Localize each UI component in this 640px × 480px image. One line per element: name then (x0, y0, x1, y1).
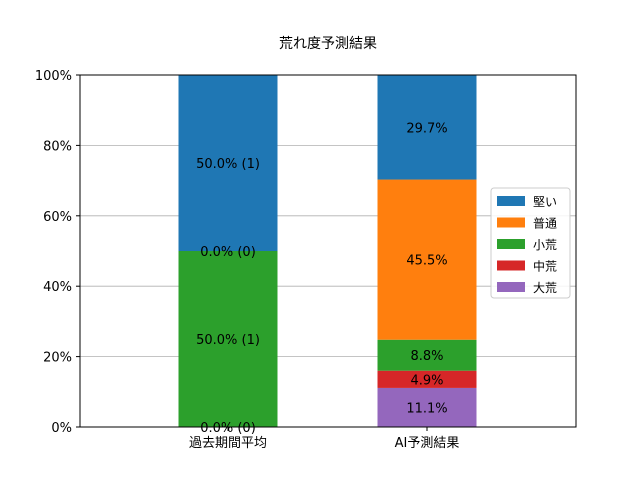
bar-segment (377, 370, 477, 388)
bar-segment (377, 75, 477, 180)
bar-segment (377, 339, 477, 371)
legend-label: 小荒 (533, 238, 557, 252)
y-tick-label: 0% (51, 421, 72, 436)
legend-swatch (497, 196, 525, 206)
y-tick-label: 80% (43, 139, 72, 154)
legend-label: 堅い (533, 195, 557, 209)
legend-label: 大荒 (533, 281, 557, 295)
bar-segment (178, 251, 278, 427)
bar-value-label: 45.5% (406, 254, 447, 269)
legend-swatch (497, 282, 525, 292)
x-axis: 過去期間平均 AI予測結果 (189, 427, 459, 451)
legend-swatch (497, 260, 525, 271)
legend-swatch (497, 239, 525, 249)
y-tick-label: 100% (35, 69, 72, 84)
legend-swatch (497, 217, 525, 228)
x-tick-label: AI予測結果 (395, 436, 460, 451)
bar-segment (377, 179, 477, 340)
bar-segment (377, 387, 477, 427)
y-tick-label: 20% (43, 351, 72, 366)
bar-value-label: 4.9% (410, 373, 443, 388)
bar-value-label: 11.1% (406, 401, 447, 416)
x-tick-label: 過去期間平均 (189, 436, 267, 451)
plot-frame (79, 74, 577, 428)
bar-value-label: 29.7% (406, 121, 447, 136)
y-axis: 0% 20% 40% 60% 80% 100% (35, 69, 80, 436)
legend-label: 中荒 (533, 259, 557, 274)
bar-value-label: 50.0% (1) (196, 333, 260, 348)
y-tick-label: 60% (43, 210, 72, 225)
bar-value-label: 50.0% (1) (196, 157, 260, 172)
y-tick-label: 40% (43, 280, 72, 295)
bar-value-label: 0.0% (0) (200, 245, 256, 260)
chart-title: 荒れ度予測結果 (279, 36, 377, 52)
bar-value-label: 8.8% (410, 349, 443, 364)
legend-label: 普通 (533, 217, 557, 231)
bar-segment (178, 75, 278, 251)
bars (178, 75, 477, 427)
bar-labels: 0.0% (0)11.1%4.9%50.0% (1)8.8%0.0% (0)45… (196, 121, 448, 436)
